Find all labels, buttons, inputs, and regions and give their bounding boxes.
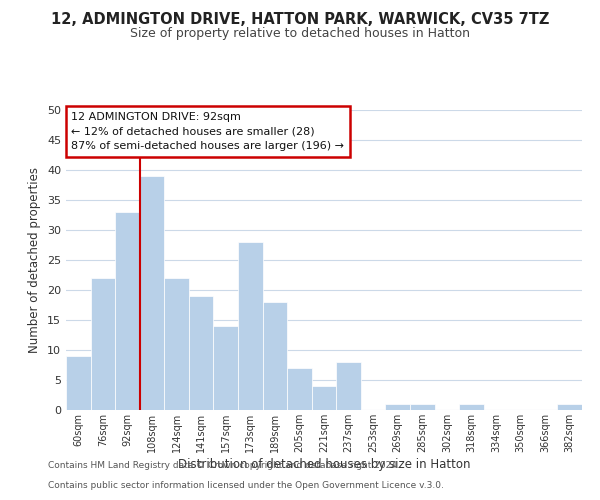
Bar xyxy=(263,302,287,410)
Y-axis label: Number of detached properties: Number of detached properties xyxy=(28,167,41,353)
Bar xyxy=(238,242,263,410)
Bar xyxy=(91,278,115,410)
Bar xyxy=(410,404,434,410)
X-axis label: Distribution of detached houses by size in Hatton: Distribution of detached houses by size … xyxy=(178,458,470,470)
Bar xyxy=(312,386,336,410)
Text: 12 ADMINGTON DRIVE: 92sqm
← 12% of detached houses are smaller (28)
87% of semi-: 12 ADMINGTON DRIVE: 92sqm ← 12% of detac… xyxy=(71,112,344,151)
Bar xyxy=(115,212,140,410)
Bar xyxy=(459,404,484,410)
Bar xyxy=(287,368,312,410)
Text: Size of property relative to detached houses in Hatton: Size of property relative to detached ho… xyxy=(130,28,470,40)
Bar xyxy=(189,296,214,410)
Bar xyxy=(164,278,189,410)
Bar xyxy=(66,356,91,410)
Bar xyxy=(557,404,582,410)
Bar xyxy=(385,404,410,410)
Text: Contains HM Land Registry data © Crown copyright and database right 2024.: Contains HM Land Registry data © Crown c… xyxy=(48,461,400,470)
Bar xyxy=(336,362,361,410)
Bar xyxy=(214,326,238,410)
Text: Contains public sector information licensed under the Open Government Licence v.: Contains public sector information licen… xyxy=(48,481,444,490)
Bar xyxy=(140,176,164,410)
Text: 12, ADMINGTON DRIVE, HATTON PARK, WARWICK, CV35 7TZ: 12, ADMINGTON DRIVE, HATTON PARK, WARWIC… xyxy=(51,12,549,28)
